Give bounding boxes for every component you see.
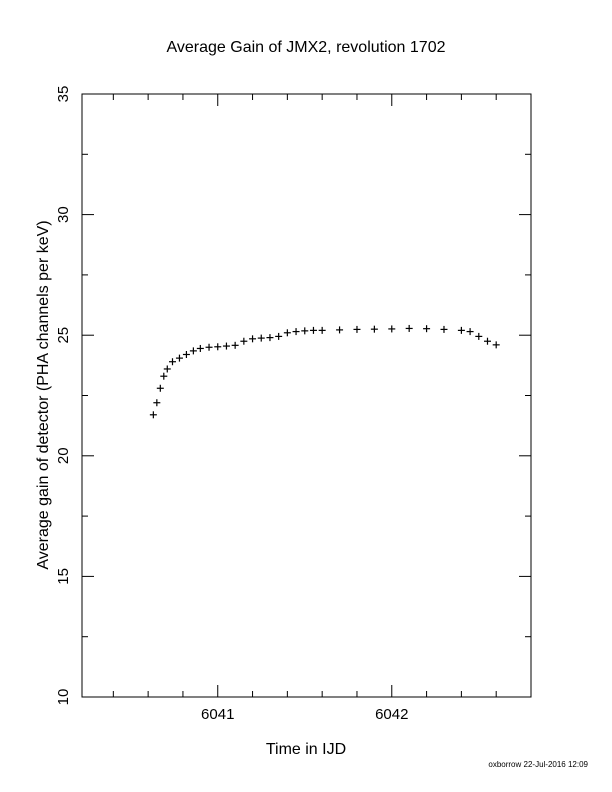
data-point xyxy=(156,384,164,392)
data-point xyxy=(240,337,248,345)
data-point xyxy=(353,325,361,333)
data-point xyxy=(275,332,283,340)
data-point xyxy=(266,334,274,342)
data-point xyxy=(205,343,213,351)
y-tick-label: 25 xyxy=(55,327,72,344)
data-point xyxy=(231,341,239,349)
data-point xyxy=(189,347,197,355)
y-tick-label: 10 xyxy=(55,689,72,706)
data-point xyxy=(423,325,431,333)
data-point xyxy=(475,332,483,340)
y-axis-label: Average gain of detector (PHA channels p… xyxy=(35,220,52,569)
data-point xyxy=(160,372,168,380)
data-point xyxy=(182,350,190,358)
data-point xyxy=(163,365,171,373)
x-tick-label: 6042 xyxy=(375,706,408,723)
data-point xyxy=(168,358,176,366)
x-axis-label: Time in IJD xyxy=(266,741,346,758)
data-point xyxy=(301,327,309,335)
x-tick-label: 6041 xyxy=(201,706,234,723)
chart-title: Average Gain of JMX2, revolution 1702 xyxy=(167,39,446,56)
data-point xyxy=(214,343,222,351)
data-point xyxy=(370,325,378,333)
data-point xyxy=(440,325,448,333)
y-tick-label: 15 xyxy=(55,568,72,585)
footer-credit: oxborrow 22-Jul-2016 12:09 xyxy=(488,760,588,769)
data-point xyxy=(388,325,396,333)
data-point xyxy=(175,354,183,362)
data-point xyxy=(405,324,413,332)
y-axis: 10 15 20 25 30 35 xyxy=(55,86,531,706)
data-point xyxy=(149,411,157,419)
data-point xyxy=(483,337,491,345)
y-tick-label: 30 xyxy=(55,206,72,223)
data-point xyxy=(309,326,317,334)
data-point xyxy=(257,334,265,342)
data-point xyxy=(283,329,291,337)
data-point xyxy=(318,326,326,334)
y-tick-label: 20 xyxy=(55,447,72,464)
data-point xyxy=(196,344,204,352)
data-point xyxy=(457,326,465,334)
data-point xyxy=(336,326,344,334)
data-series xyxy=(149,324,500,419)
y-tick-label: 35 xyxy=(55,86,72,103)
data-point xyxy=(249,335,257,343)
data-point xyxy=(153,399,161,407)
x-axis: 6041 6042 xyxy=(112,94,532,723)
plot-area-frame xyxy=(81,93,532,698)
data-point xyxy=(292,328,300,336)
data-point xyxy=(492,341,500,349)
data-point xyxy=(222,342,230,350)
data-point xyxy=(466,328,474,336)
